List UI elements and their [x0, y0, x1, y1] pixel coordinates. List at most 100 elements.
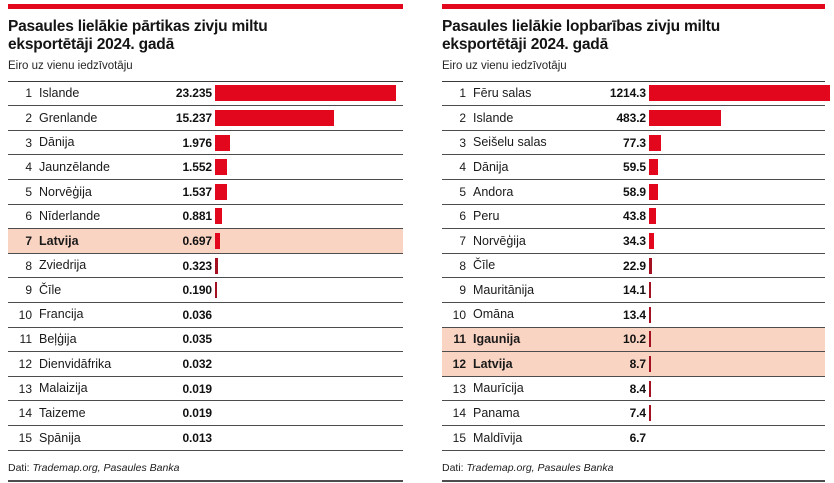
row-bar: [215, 85, 396, 102]
row-bar-cell: [215, 105, 403, 131]
row-country-name: Mauritānija: [473, 277, 577, 303]
row-country-name: Omāna: [473, 301, 577, 328]
row-country-name: Dānija: [39, 129, 143, 155]
row-value: 0.032: [143, 351, 215, 377]
row-country-name: Zviedrija: [39, 252, 143, 278]
row-country-name: Peru: [473, 203, 577, 229]
row-bar: [649, 355, 651, 372]
row-value: 0.019: [143, 400, 215, 426]
panel-food-grade-fishmeal: Pasaules lielākie pārtikas zivju miltu e…: [8, 4, 403, 482]
row-value: 13.4: [577, 301, 649, 328]
row-value: 8.7: [577, 351, 649, 377]
row-value: 0.019: [143, 375, 215, 401]
row-rank: 11: [8, 326, 39, 352]
row-bar-cell: [649, 424, 825, 450]
row-bar-cell: [649, 129, 825, 155]
row-bar: [215, 134, 230, 151]
row-country-name: Beļģija: [39, 326, 143, 352]
row-value: 59.5: [577, 154, 649, 180]
table-row: 4 Dānija 59.5: [442, 154, 825, 180]
row-rank: 14: [8, 400, 39, 426]
row-value: 14.1: [577, 277, 649, 303]
row-country-name: Islande: [473, 105, 577, 131]
table-row: 11 Igaunija 10.2: [442, 326, 825, 352]
row-value: 0.881: [143, 203, 215, 229]
row-bar: [649, 183, 658, 200]
table-row: 2 Grenlande 15.237: [8, 105, 403, 131]
table-row: 3 Dānija 1.976: [8, 129, 403, 155]
row-value: 58.9: [577, 178, 649, 205]
row-country-name: Maldīvija: [473, 424, 577, 450]
row-bar-cell: [649, 228, 825, 254]
row-bar: [649, 282, 651, 299]
ranking-table: 1 Fēru salas 1214.3 2 Islande 483.2 3 Seišelu s…: [442, 80, 830, 450]
row-bar-cell: [649, 105, 825, 131]
row-rank: 7: [442, 228, 473, 254]
row-bar-cell: [649, 301, 825, 328]
table-row: 2 Islande 483.2: [442, 105, 825, 131]
row-rank: 4: [8, 154, 39, 180]
row-bar-cell: [215, 326, 403, 352]
source-value: Trademap.org, Pasaules Banka: [466, 462, 614, 475]
row-value: 1.537: [143, 178, 215, 205]
row-rank: 10: [8, 301, 39, 328]
row-rank: 10: [442, 301, 473, 328]
row-rank: 9: [8, 277, 39, 303]
row-bar-cell: [649, 400, 825, 426]
row-rank: 15: [442, 424, 473, 450]
row-bar: [649, 331, 651, 348]
panel-subtitle: Eiro uz vienu iedzīvotāju: [8, 59, 133, 72]
table-row: 8 Zviedrija 0.323: [8, 252, 403, 278]
table-bottom-rule: [8, 449, 403, 452]
row-value: 1.976: [143, 129, 215, 155]
row-bar: [649, 109, 721, 126]
row-bar-cell: [649, 154, 825, 180]
panel-feed-grade-fishmeal: Pasaules lielākie lopbarības zivju miltu…: [417, 0, 834, 483]
row-bar: [649, 134, 661, 151]
table-row: 13 Maurīcija 8.4: [442, 375, 825, 401]
row-bar-cell: [215, 252, 403, 278]
table-row: 3 Seišelu salas 77.3: [442, 129, 825, 155]
row-bar-cell: [215, 400, 403, 426]
row-rank: 4: [442, 154, 473, 180]
row-country-name: Spānija: [39, 424, 143, 450]
row-bar: [215, 257, 218, 274]
table-row: 6 Nīderlande 0.881: [8, 203, 403, 229]
row-value: 23.235: [143, 80, 215, 106]
ranking-table: 1 Islande 23.235 2 Grenlande 15.237 3 Dānija 1.9…: [8, 80, 403, 450]
row-bar: [215, 183, 227, 200]
row-value: 43.8: [577, 203, 649, 229]
table-row: 6 Peru 43.8: [442, 203, 825, 229]
table-row: 9 Čīle 0.190: [8, 277, 403, 303]
row-rank: 5: [442, 178, 473, 205]
row-value: 6.7: [577, 424, 649, 450]
row-bar: [649, 159, 658, 176]
row-bar-cell: [215, 351, 403, 377]
row-bar-cell: [649, 326, 825, 352]
source-value: Trademap.org, Pasaules Banka: [32, 462, 180, 475]
row-country-name: Andora: [473, 178, 577, 205]
table-row: 10 Francija 0.036: [8, 301, 403, 328]
row-bar-cell: [215, 424, 403, 450]
row-bar: [649, 257, 652, 274]
row-value: 10.2: [577, 326, 649, 352]
row-value: 0.036: [143, 301, 215, 328]
row-rank: 12: [8, 351, 39, 377]
table-row: 12 Latvija 8.7: [442, 351, 825, 377]
table-row: 14 Panama 7.4: [442, 400, 825, 426]
row-country-name: Taizeme: [39, 400, 143, 426]
row-bar: [649, 85, 830, 102]
row-rank: 9: [442, 277, 473, 303]
row-value: 0.035: [143, 326, 215, 352]
table-row: 1 Islande 23.235: [8, 80, 403, 106]
source-note: Dati: Trademap.org, Pasaules Banka: [442, 451, 825, 480]
footer-rule: [8, 480, 403, 482]
row-value: 0.013: [143, 424, 215, 450]
row-bar-cell: [215, 80, 403, 106]
row-value: 77.3: [577, 129, 649, 155]
row-country-name: Jaunzēlande: [39, 154, 143, 180]
table-row: 15 Spānija 0.013: [8, 424, 403, 450]
row-country-name: Dienvidāfrika: [39, 351, 143, 377]
row-bar-cell: [649, 375, 825, 401]
